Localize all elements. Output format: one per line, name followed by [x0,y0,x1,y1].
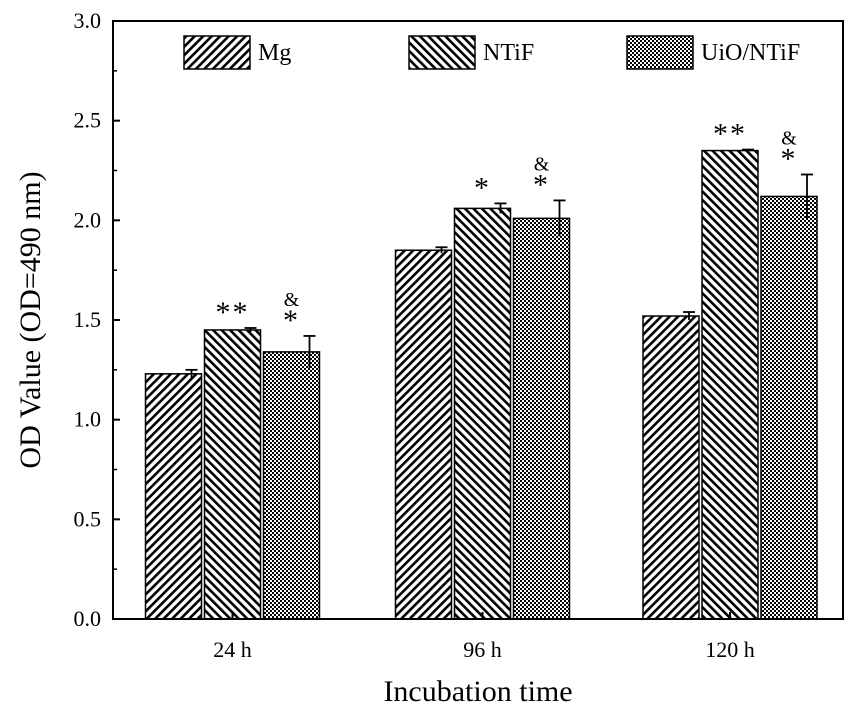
legend-swatch [183,35,251,70]
bar-ntif-2 [701,149,759,620]
significance-marks-layer: ** *&* *&***& [216,118,798,337]
significance-mark: * [533,168,550,201]
significance-mark: ** [713,118,747,151]
legend-label: NTiF [483,40,534,66]
legend-label: UiO/NTiF [701,40,800,66]
y-tick-label: 0.5 [74,506,102,531]
bar-uio-ntif-1 [512,217,571,620]
y-tick-label: 0.0 [74,606,102,631]
significance-mark: * [283,304,300,337]
y-tick-label: 2.0 [74,207,102,232]
significance-mark: ** [216,296,250,329]
y-tick-label: 1.5 [74,307,102,332]
legend-swatch [626,35,694,70]
bar-ntif-1 [453,207,512,620]
legend-label: Mg [258,40,291,66]
error-bars-layer [185,148,813,378]
y-tick-label: 3.0 [74,8,102,33]
y-tick-label: 2.5 [74,108,102,133]
ampersand-mark: & [284,289,300,311]
significance-mark: * [781,142,798,175]
significance-mark: * [474,171,491,204]
y-tick-label: 1.0 [74,407,102,432]
x-tick-label: 24 h [213,637,252,662]
ampersand-mark: & [781,127,797,149]
bar-ntif-0 [203,329,262,620]
x-tick-label: 96 h [463,637,502,662]
ampersand-mark: & [534,153,550,175]
bar-mg-1 [394,249,453,620]
axis-ticks-layer: 0.0 0.5 1.0 1.5 2.0 2.5 3.0 24 h 96 h 120 h [74,8,755,662]
x-axis-label: Incubation time [383,675,572,708]
x-tick-label: 120 h [705,637,755,662]
bar-uio-ntif-0 [262,351,321,620]
bar-mg-0 [144,373,203,620]
legend: Mg NTiF UiO/NTiF [183,35,800,70]
bar-mg-2 [642,315,700,620]
bar-uio-ntif-2 [760,195,818,620]
legend-swatch [408,35,476,70]
y-axis-label: OD Value (OD=490 nm) [14,171,47,468]
bars-layer [144,149,818,620]
